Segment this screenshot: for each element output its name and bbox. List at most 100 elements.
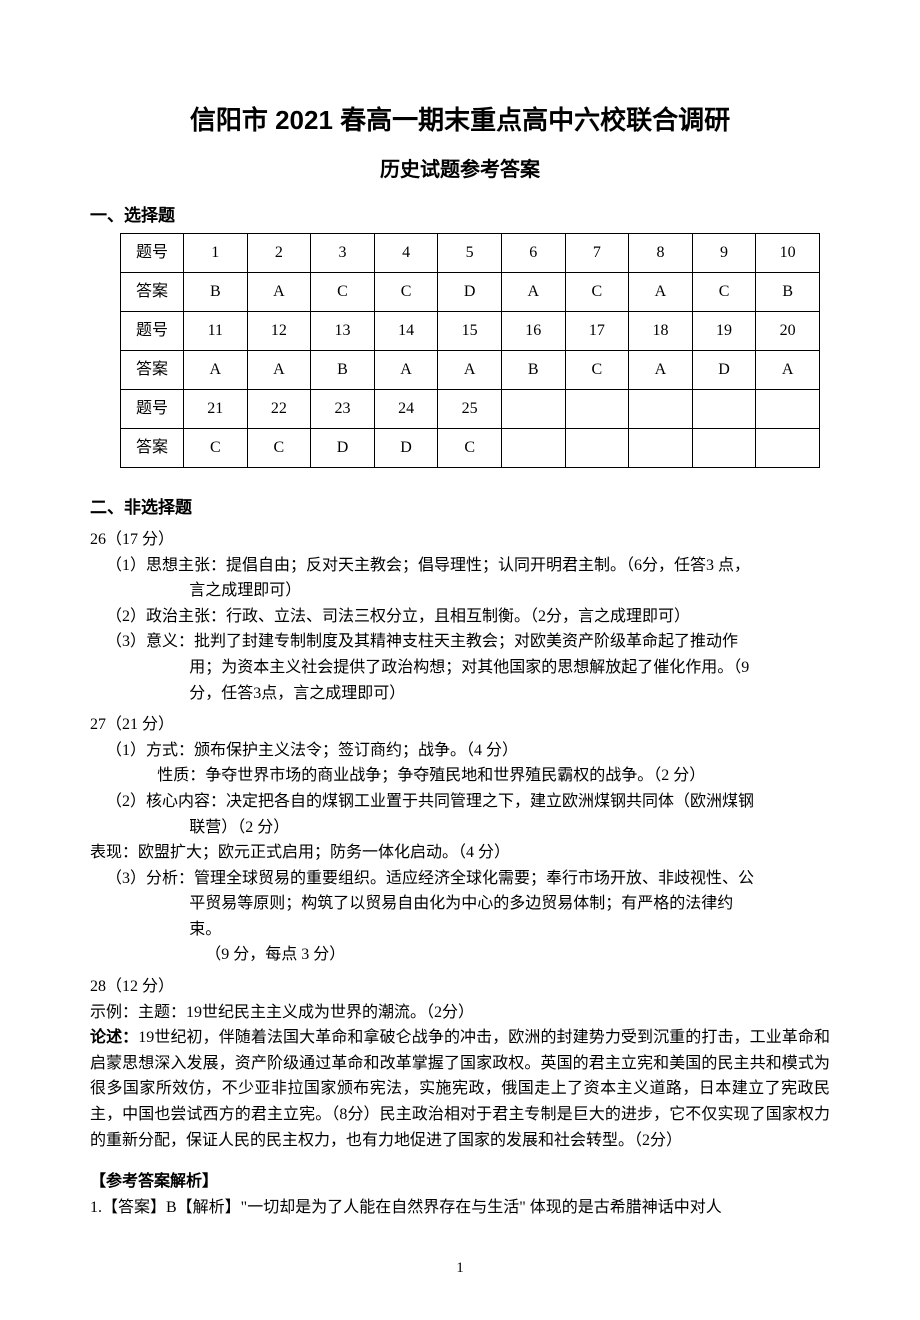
table-cell: A xyxy=(184,350,248,389)
table-cell: 1 xyxy=(184,233,248,272)
table-cell: B xyxy=(501,350,565,389)
table-cell: 15 xyxy=(438,311,502,350)
q26-header: 26（17 分） xyxy=(90,527,830,553)
table-cell: 20 xyxy=(756,311,820,350)
q27-2b: 联营）（2 分） xyxy=(90,815,830,841)
q27-3a: （3）分析：管理全球贸易的重要组织。适应经济全球化需要；奉行市场开放、非歧视性、… xyxy=(90,866,830,892)
table-cell: 21 xyxy=(184,389,248,428)
q27-1b: 性质：争夺世界市场的商业战争；争夺殖民地和世界殖民霸权的战争。（2 分） xyxy=(90,763,830,789)
answer-table: 题号 1 2 3 4 5 6 7 8 9 10 答案 B A C C D A C… xyxy=(120,233,820,468)
table-row: 答案 A A B A A B C A D A xyxy=(121,350,820,389)
table-cell: 24 xyxy=(374,389,438,428)
q26-2: （2）政治主张：行政、立法、司法三权分立，且相互制衡。（2分，言之成理即可） xyxy=(90,604,830,630)
table-cell: C xyxy=(311,272,375,311)
table-cell: D xyxy=(311,428,375,467)
q27-3c: 束。 xyxy=(90,917,830,943)
table-cell: A xyxy=(438,350,502,389)
q27-expression: 表现：欧盟扩大；欧元正式启用；防务一体化启动。（4 分） xyxy=(90,840,830,866)
table-cell: 2 xyxy=(247,233,311,272)
question-26: 26（17 分） （1）思想主张：提倡自由；反对天主教会；倡导理性；认同开明君主… xyxy=(90,527,830,706)
row-label: 题号 xyxy=(121,233,184,272)
table-cell: A xyxy=(629,350,693,389)
table-row: 答案 C C D D C xyxy=(121,428,820,467)
table-cell: A xyxy=(501,272,565,311)
table-cell: B xyxy=(756,272,820,311)
table-cell: 22 xyxy=(247,389,311,428)
table-cell: B xyxy=(311,350,375,389)
table-cell: A xyxy=(756,350,820,389)
table-cell: D xyxy=(374,428,438,467)
table-cell: D xyxy=(438,272,502,311)
table-cell: A xyxy=(247,272,311,311)
section-2-heading: 二、非选择题 xyxy=(90,494,830,521)
table-cell: B xyxy=(184,272,248,311)
q27-1a: （1）方式：颁布保护主义法令；签订商约；战争。（4 分） xyxy=(90,738,830,764)
table-cell: 9 xyxy=(692,233,756,272)
q27-header: 27（21 分） xyxy=(90,712,830,738)
q28-header: 28（12 分） xyxy=(90,974,830,1000)
table-cell xyxy=(629,389,693,428)
discuss-body: 19世纪初，伴随着法国大革命和拿破仑战争的冲击，欧洲的封建势力受到沉重的打击，工… xyxy=(90,1029,830,1148)
row-label: 答案 xyxy=(121,350,184,389)
row-label: 题号 xyxy=(121,311,184,350)
table-cell xyxy=(692,389,756,428)
table-cell: D xyxy=(692,350,756,389)
table-cell: 16 xyxy=(501,311,565,350)
question-27: 27（21 分） （1）方式：颁布保护主义法令；签订商约；战争。（4 分） 性质… xyxy=(90,712,830,968)
table-cell: 3 xyxy=(311,233,375,272)
row-label: 题号 xyxy=(121,389,184,428)
table-cell xyxy=(756,389,820,428)
table-cell xyxy=(629,428,693,467)
q26-3c: 分，任答3点，言之成理即可） xyxy=(90,681,830,707)
table-cell: 12 xyxy=(247,311,311,350)
table-cell: 25 xyxy=(438,389,502,428)
page-number: 1 xyxy=(90,1256,830,1280)
table-cell: A xyxy=(247,350,311,389)
sub-title: 历史试题参考答案 xyxy=(90,154,830,186)
q26-3a: （3）意义：批判了封建专制制度及其精神支柱天主教会；对欧美资产阶级革命起了推动作 xyxy=(90,629,830,655)
table-row: 题号 21 22 23 24 25 xyxy=(121,389,820,428)
table-cell xyxy=(692,428,756,467)
table-cell: C xyxy=(565,350,629,389)
main-title: 信阳市 2021 春高一期末重点高中六校联合调研 xyxy=(90,100,830,142)
q28-example: 示例：主题：19世纪民主主义成为世界的潮流。（2分） xyxy=(90,1000,830,1026)
table-cell xyxy=(565,389,629,428)
table-cell: A xyxy=(629,272,693,311)
table-cell: 18 xyxy=(629,311,693,350)
analysis-section: 【参考答案解析】 1.【答案】B【解析】"一切却是为了人能在自然界存在与生活" … xyxy=(90,1169,830,1220)
q26-3b: 用；为资本主义社会提供了政治构想；对其他国家的思想解放起了催化作用。（9 xyxy=(90,655,830,681)
q26-1a: （1）思想主张：提倡自由；反对天主教会；倡导理性；认同开明君主制。（6分，任答3… xyxy=(90,553,830,579)
table-cell: C xyxy=(184,428,248,467)
table-cell: A xyxy=(374,350,438,389)
table-cell: 13 xyxy=(311,311,375,350)
question-28: 28（12 分） 示例：主题：19世纪民主主义成为世界的潮流。（2分） 论述：1… xyxy=(90,974,830,1153)
q27-2a: （2）核心内容：决定把各自的煤钢工业置于共同管理之下，建立欧洲煤钢共同体（欧洲煤… xyxy=(90,789,830,815)
analysis-item-1: 1.【答案】B【解析】"一切却是为了人能在自然界存在与生活" 体现的是古希腊神话… xyxy=(90,1195,830,1221)
table-cell: C xyxy=(438,428,502,467)
table-cell: 5 xyxy=(438,233,502,272)
table-cell: C xyxy=(565,272,629,311)
q26-1b: 言之成理即可） xyxy=(90,578,830,604)
table-cell xyxy=(756,428,820,467)
table-cell: C xyxy=(374,272,438,311)
table-cell: 17 xyxy=(565,311,629,350)
row-label: 答案 xyxy=(121,428,184,467)
table-cell: C xyxy=(692,272,756,311)
table-cell: C xyxy=(247,428,311,467)
table-cell: 10 xyxy=(756,233,820,272)
table-cell: 8 xyxy=(629,233,693,272)
table-cell xyxy=(565,428,629,467)
analysis-heading: 【参考答案解析】 xyxy=(90,1169,830,1195)
q27-3d: （9 分，每点 3 分） xyxy=(90,942,830,968)
row-label: 答案 xyxy=(121,272,184,311)
q28-discuss: 论述：19世纪初，伴随着法国大革命和拿破仑战争的冲击，欧洲的封建势力受到沉重的打… xyxy=(90,1025,830,1153)
table-cell: 14 xyxy=(374,311,438,350)
table-cell: 7 xyxy=(565,233,629,272)
q27-3b: 平贸易等原则；构筑了以贸易自由化为中心的多边贸易体制；有严格的法律约 xyxy=(90,891,830,917)
table-cell: 23 xyxy=(311,389,375,428)
table-row: 题号 1 2 3 4 5 6 7 8 9 10 xyxy=(121,233,820,272)
section-1-heading: 一、选择题 xyxy=(90,202,830,229)
page-container: 信阳市 2021 春高一期末重点高中六校联合调研 历史试题参考答案 一、选择题 … xyxy=(0,0,920,1320)
table-cell: 19 xyxy=(692,311,756,350)
table-cell: 11 xyxy=(184,311,248,350)
